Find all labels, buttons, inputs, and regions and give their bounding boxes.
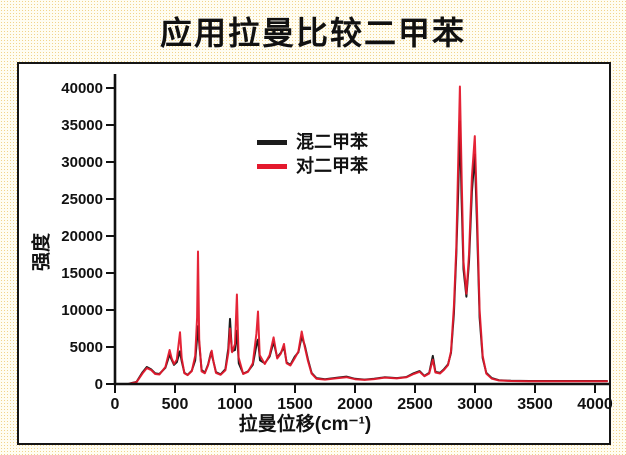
- legend: 混二甲苯 对二甲苯: [257, 130, 368, 178]
- legend-swatch-para-xylene-line: [257, 163, 287, 169]
- page-title: 应用拉曼比较二甲苯: [159, 15, 466, 51]
- legend-item-mixed-xylene: 混二甲苯: [257, 130, 368, 154]
- chart-frame: [17, 62, 611, 445]
- legend-label-para-xylene: 对二甲苯: [296, 156, 368, 176]
- y-axis-title: 强度: [31, 232, 53, 272]
- legend-label-mixed-xylene: 混二甲苯: [296, 132, 368, 152]
- legend-item-para-xylene: 对二甲苯: [257, 154, 368, 178]
- x-axis-title: 拉曼位移(cm⁻¹): [238, 414, 372, 435]
- legend-swatch-mixed-xylene-line: [257, 139, 287, 145]
